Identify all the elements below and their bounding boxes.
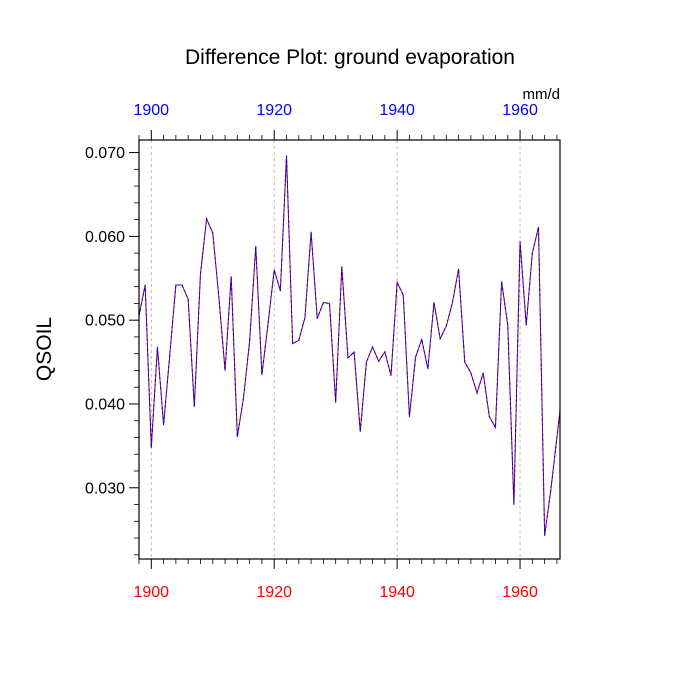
data-point-1940 [396,281,398,284]
data-point-1900 [150,446,152,449]
x-tick-label-bottom-1920: 1920 [256,584,292,601]
data-point-1924 [298,339,300,341]
units-label: mm/d [523,86,561,103]
y-tick-label-0.060: 0.060 [85,229,125,246]
data-point-1928 [322,301,324,304]
data-point-1962 [531,252,533,254]
data-point-1956 [494,426,497,429]
x-tick-label-top-1960: 1960 [502,102,538,119]
tick-labels: 1900 1900 1920 1920 1940 1940 1960 1960 0.030 0.0… [85,102,538,601]
data-point-1950 [457,268,460,270]
x-tick-label-bottom-1960: 1960 [502,584,538,601]
y-tick-label-0.050: 0.050 [85,313,125,330]
x-tick-label-top-1900: 1900 [133,102,169,119]
data-point-1939 [390,374,392,377]
x-tick-label-top-1940: 1940 [379,102,415,119]
x-tick-label-bottom-1900: 1900 [133,584,169,601]
data-point-1965 [550,489,552,491]
data-point-1932 [347,357,349,359]
data-point-1953 [476,392,478,394]
data-point-1949 [451,301,454,304]
data-point-1935 [365,361,368,363]
data-point-1942 [408,415,411,418]
data-point-1931 [341,265,343,268]
data-point-1954 [482,372,484,374]
series-layer [138,155,561,537]
data-point-1952 [470,372,472,374]
data-point-1938 [384,351,386,353]
series-line-qsoil-secondary [138,155,561,536]
data-point-1913 [230,275,232,278]
data-point-1920 [273,269,275,271]
data-point-1906 [187,298,189,300]
data-point-1915 [242,397,245,399]
data-point-1902 [162,424,165,426]
data-point-1930 [335,401,337,403]
data-point-1929 [328,302,331,305]
data-point-1905 [181,284,183,286]
data-point-1904 [175,284,177,286]
data-point-1964 [544,534,546,537]
data-point-1944 [421,338,423,341]
grid [150,140,521,559]
data-point-1921 [279,290,281,292]
data-point-1903 [169,354,171,356]
data-point-1925 [304,317,306,319]
data-point-1910 [212,232,214,234]
chart-title: Difference Plot: ground evaporation [185,46,515,69]
data-point-1961 [525,324,527,326]
data-point-1937 [378,360,380,362]
data-point-1948 [445,325,447,327]
y-tick-label-0.070: 0.070 [85,145,125,162]
data-point-1914 [236,436,238,438]
data-point-1958 [507,324,509,326]
data-point-1923 [292,343,294,345]
data-point-1933 [353,351,355,353]
y-tick-label-0.030: 0.030 [85,480,125,497]
data-point-1955 [488,415,490,418]
series-line-qsoil [138,155,561,536]
data-point-1951 [464,361,466,363]
y-tick-label-0.040: 0.040 [85,396,125,413]
data-point-1911 [218,296,220,299]
data-point-1957 [501,281,503,283]
axis-ticks [129,130,558,569]
data-point-1936 [371,346,374,348]
data-point-1912 [224,369,226,372]
data-point-1927 [316,317,318,320]
data-point-1959 [513,503,515,506]
data-point-1909 [206,218,208,220]
data-point-1947 [439,338,441,340]
data-point-1960 [519,240,521,242]
data-point-1943 [414,356,417,358]
data-point-1919 [267,322,269,325]
data-point-1901 [156,346,159,348]
data-point-1918 [261,374,263,376]
x-tick-label-bottom-1940: 1940 [379,584,415,601]
data-point-1941 [402,294,404,296]
plot-frame [138,139,561,560]
data-point-1899 [144,284,146,286]
data-point-1945 [427,368,429,370]
data-point-1916 [249,340,251,342]
data-point-1934 [359,431,361,433]
data-point-1946 [433,301,435,304]
data-point-1963 [537,226,540,228]
y-axis-label: QSOIL [33,317,56,381]
data-point-1926 [310,231,312,233]
data-point-1907 [193,405,195,408]
x-tick-label-top-1920: 1920 [256,102,292,119]
data-point-1917 [255,245,257,248]
data-point-1922 [285,155,288,157]
data-point-1908 [199,273,202,275]
